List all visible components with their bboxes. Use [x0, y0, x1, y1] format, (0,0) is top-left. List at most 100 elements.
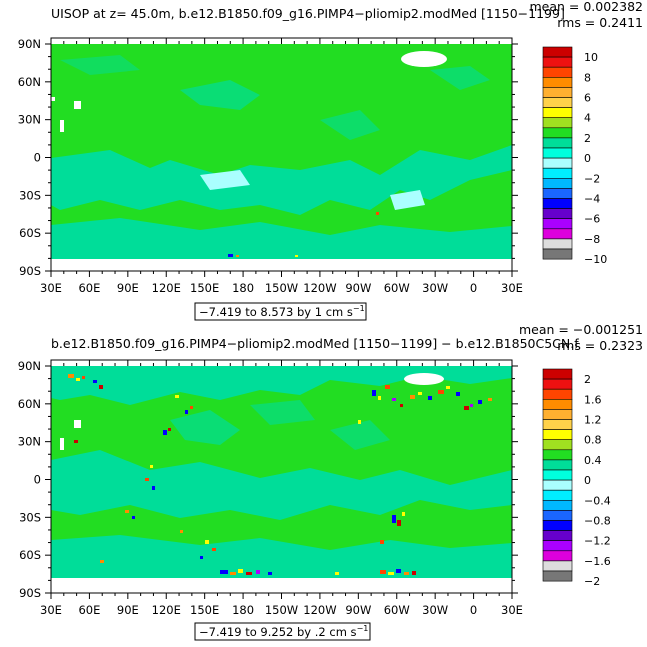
colorbar-label: −4 [584, 193, 600, 206]
colorbar-label: 0 [584, 474, 591, 487]
colorbar-swatch [542, 489, 573, 501]
colorbar-swatch [542, 429, 573, 441]
colorbar-label: −0.8 [584, 515, 611, 528]
lon-label: 90E [117, 281, 139, 295]
lat-label: 30N [18, 113, 41, 127]
colorbar-swatch [542, 388, 573, 400]
colorbar-swatch [542, 127, 573, 139]
panel-2-range-label: −7.419 to 9.252 by .2 cm s−1 [199, 624, 368, 639]
colorbar-label: −1.2 [584, 535, 611, 548]
colorbar-swatch [542, 56, 573, 68]
lon-label: 60E [78, 281, 100, 295]
panel-1-light-patches [200, 170, 425, 210]
colorbar-label: 4 [584, 112, 591, 125]
lon-label: 150W [265, 281, 298, 295]
panel-1-range-box [194, 302, 367, 321]
lat-label: 30S [19, 188, 41, 202]
colorbar-swatch [542, 188, 573, 199]
colorbar-label: −10 [584, 253, 607, 266]
colorbar-swatch [542, 419, 573, 430]
colorbar-swatch [542, 550, 573, 562]
panel-2-rms: rms = 0.2323 [557, 338, 643, 353]
colorbar-swatch [542, 469, 573, 481]
lon-label: 0 [470, 281, 477, 295]
colorbar-swatch [542, 117, 573, 129]
colorbar-swatch [542, 378, 573, 390]
colorbar-swatch [542, 499, 573, 511]
colorbar-swatch [542, 198, 573, 209]
panel-2-colorbar: 2 1.6 1.2 0.8 0.4 0 −0.4 −0.8 −1.2 −1.6 −2 [542, 368, 611, 588]
colorbar-swatch [542, 439, 573, 451]
lon-label: 150E [190, 603, 219, 617]
panel-1-colorbar: 10 8 6 4 2 0 −2 −4 −6 −8 −10 [542, 46, 607, 266]
colorbar-label: −6 [584, 213, 600, 226]
panel-2-title: b.e12.B1850.f09_g16.PIMP4−pliomip2.modMe… [51, 336, 579, 351]
panel-2: b.e12.B1850.f09_g16.PIMP4−pliomip2.modMe… [18, 322, 643, 641]
colorbar-swatch [542, 178, 573, 189]
colorbar-label: 0.8 [584, 434, 602, 447]
colorbar-label: −8 [584, 233, 600, 246]
colorbar-swatch [542, 147, 573, 159]
colorbar-label: 2 [584, 132, 591, 145]
lon-label: 30E [40, 281, 62, 295]
colorbar-swatch [542, 540, 573, 552]
lat-label: 90N [18, 37, 41, 51]
lat-label: 30S [19, 510, 41, 524]
panel-2-lat-axis: 90N 60N 30N 0 30S 60S 90S [18, 359, 518, 600]
colorbar-swatch [542, 459, 573, 471]
lat-label: 60S [19, 226, 41, 240]
panel-1-cyan-regions [51, 55, 512, 259]
panel-1-mean: mean = 0.002382 [529, 0, 643, 14]
lon-label: 120E [152, 281, 181, 295]
colorbar-swatch [542, 208, 573, 220]
panel-2-range-box [194, 622, 371, 641]
lon-label: 90E [117, 603, 139, 617]
colorbar-label: 1.2 [584, 414, 602, 427]
lon-label: 150E [190, 281, 219, 295]
colorbar-swatch [542, 398, 573, 410]
lon-label: 120E [152, 603, 181, 617]
lat-label: 90N [18, 359, 41, 373]
lon-label: 90W [345, 603, 371, 617]
colorbar-label: 6 [584, 92, 591, 105]
colorbar-swatch [542, 218, 573, 230]
colorbar-swatch [542, 520, 573, 531]
colorbar-swatch [542, 66, 573, 78]
lon-label: 30E [501, 603, 523, 617]
colorbar-swatch [542, 87, 573, 98]
lat-label: 0 [34, 151, 41, 165]
lat-label: 90S [19, 586, 41, 600]
lon-label: 60W [384, 603, 410, 617]
colorbar-label: 8 [584, 71, 591, 84]
lat-label: 60N [18, 75, 41, 89]
lon-label: 180 [232, 603, 254, 617]
colorbar-swatch [542, 167, 573, 179]
panel-1-anomalies [228, 212, 379, 257]
panel-1: UISOP at z= 45.0m, b.e12.B1850.f09_g16.P… [18, 0, 643, 321]
colorbar-label: 1.6 [584, 393, 602, 406]
panel-2-mean: mean = −0.001251 [519, 322, 643, 337]
lon-label: 30E [501, 281, 523, 295]
colorbar-label: −0.4 [584, 494, 611, 507]
panel-2-cyan-regions [51, 366, 512, 578]
lon-label: 90W [345, 281, 371, 295]
colorbar-label: 0.4 [584, 454, 602, 467]
panel-1-lat-axis: 90N 60N 30N 0 30S 60S 90S [18, 37, 518, 278]
panel-2-anomalies [68, 374, 492, 575]
colorbar-swatch [542, 157, 573, 169]
colorbar-swatch [542, 570, 573, 582]
lat-label: 0 [34, 473, 41, 487]
lon-label: 0 [470, 603, 477, 617]
colorbar-label: −2 [584, 172, 600, 185]
lon-label: 60E [78, 603, 100, 617]
lat-label: 30N [18, 435, 41, 449]
panel-1-rms: rms = 0.2411 [557, 15, 643, 30]
lat-label: 60S [19, 548, 41, 562]
colorbar-label: 10 [584, 51, 598, 64]
colorbar-swatch [542, 107, 573, 118]
colorbar-label: 2 [584, 373, 591, 386]
lon-label: 30E [40, 603, 62, 617]
colorbar-swatch [542, 510, 573, 521]
colorbar-swatch [542, 409, 573, 420]
